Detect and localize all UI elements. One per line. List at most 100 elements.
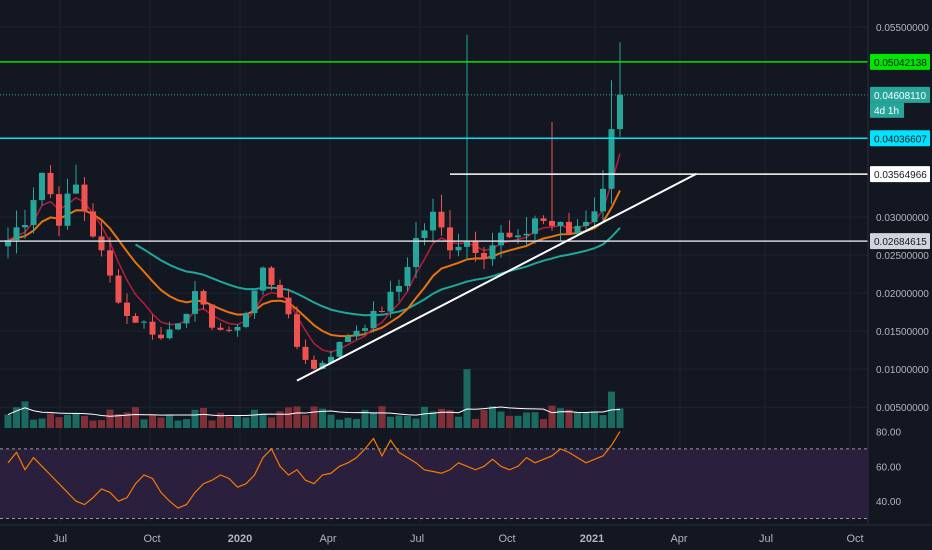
price-tick-label: 0.01000000 <box>876 365 929 376</box>
volume-bar <box>132 407 139 428</box>
candle-body <box>336 341 343 357</box>
volume-bar <box>234 415 241 428</box>
volume-bar <box>276 411 284 428</box>
candle-body <box>200 291 207 305</box>
candle-body <box>523 233 530 236</box>
rsi-axis[interactable]: 80.00 60.00 40.00 <box>876 427 901 508</box>
candle-body <box>30 200 37 225</box>
volume-bar <box>98 420 105 428</box>
candle-body <box>447 227 453 251</box>
volume-bar <box>523 412 530 428</box>
price-tick-label: 0.01500000 <box>876 327 929 338</box>
volume-bar <box>200 407 207 428</box>
volume-bar <box>140 419 148 428</box>
price-tick-label: 0.00500000 <box>876 403 929 414</box>
price-tick-label: 0.03000000 <box>876 213 929 224</box>
candle-body <box>115 275 122 303</box>
candle-body <box>574 225 581 234</box>
candle-body <box>294 314 300 347</box>
candle-body <box>540 218 547 221</box>
price-label-box <box>870 130 930 147</box>
candle-body <box>141 321 147 323</box>
volume-bar <box>157 417 165 428</box>
volume-bar <box>310 406 318 428</box>
volume-bar <box>327 414 335 428</box>
volume-bar <box>166 414 173 428</box>
volume-ma-line <box>7 406 621 417</box>
candle-body <box>158 334 164 339</box>
volume-bar <box>81 415 88 428</box>
candle-body <box>481 252 487 260</box>
candle-body <box>370 310 377 329</box>
candle-body <box>311 359 317 369</box>
volume-bar <box>421 406 428 428</box>
rsi-line <box>7 431 621 509</box>
time-tick-label: Oct <box>498 533 515 545</box>
volume-bar <box>30 419 37 428</box>
volume-bar <box>268 417 275 428</box>
ema-long-line <box>134 227 621 317</box>
volume-bar <box>616 408 624 428</box>
candle-body <box>13 227 20 241</box>
candles <box>5 34 623 371</box>
price-axis[interactable]: 0.05500000 0.03000000 0.02500000 0.02000000… <box>876 23 929 414</box>
candle-body <box>583 221 589 226</box>
candle-body <box>591 211 598 222</box>
candle-body <box>608 129 615 189</box>
candle-body <box>362 328 368 331</box>
volume-bar <box>123 412 131 428</box>
volume-bar <box>514 415 522 428</box>
horizontal-levels[interactable] <box>0 61 868 242</box>
time-tick-label: 2020 <box>228 533 252 545</box>
candle-body <box>455 246 462 251</box>
volume-bar <box>183 419 190 428</box>
candle-body <box>243 313 249 327</box>
candle-body <box>5 240 11 247</box>
candle-body <box>549 220 555 226</box>
time-tick-label: 2021 <box>580 533 604 545</box>
price-label-box <box>870 86 930 103</box>
candle-body <box>132 315 139 323</box>
price-labels: 0.05042138 0.04608110 4d 1h 0.04036607 0.035… <box>870 53 930 250</box>
time-tick-label: Jul <box>53 533 67 545</box>
candle-body <box>149 321 156 335</box>
volume-bar <box>225 416 233 428</box>
price-label-text: 0.04036607 <box>874 134 927 145</box>
candle-body <box>489 245 496 260</box>
price-tick-label: 0.02000000 <box>876 289 929 300</box>
volume-bar <box>361 409 369 428</box>
trendline[interactable] <box>296 172 697 382</box>
time-tick-label: Apr <box>319 533 336 545</box>
volume-bar <box>259 413 267 428</box>
candle-body <box>81 184 88 212</box>
candle-body <box>39 172 45 201</box>
candle-body <box>345 336 351 342</box>
volume-bar <box>404 416 411 428</box>
candle-body <box>387 291 394 312</box>
candle-body <box>515 235 521 238</box>
candle-body <box>226 329 232 331</box>
volume-bar <box>548 405 556 428</box>
volume-bar <box>208 420 216 428</box>
volume-bar <box>64 414 71 428</box>
candle-body <box>90 211 96 237</box>
price-label-text: 0.02684615 <box>874 237 927 248</box>
time-axis[interactable]: Jul Oct 2020 Apr Jul Oct 2021 Apr Jul Oct <box>53 533 864 545</box>
candle-body <box>413 238 419 268</box>
candle-body <box>566 221 572 234</box>
volume-bar <box>395 415 403 428</box>
volume-bar <box>489 406 496 428</box>
volume-bar <box>47 413 54 428</box>
candle-body <box>192 291 198 314</box>
price-label-text: 0.03564966 <box>874 170 927 181</box>
candle-body <box>277 284 283 298</box>
volume-bar <box>438 408 445 428</box>
volume-bar <box>21 401 29 428</box>
candle-body <box>209 304 215 328</box>
candle-body <box>124 302 130 316</box>
countdown-box <box>870 102 904 118</box>
volume-bar <box>472 418 479 428</box>
candle-body <box>107 250 113 276</box>
volume-bar <box>4 414 12 428</box>
